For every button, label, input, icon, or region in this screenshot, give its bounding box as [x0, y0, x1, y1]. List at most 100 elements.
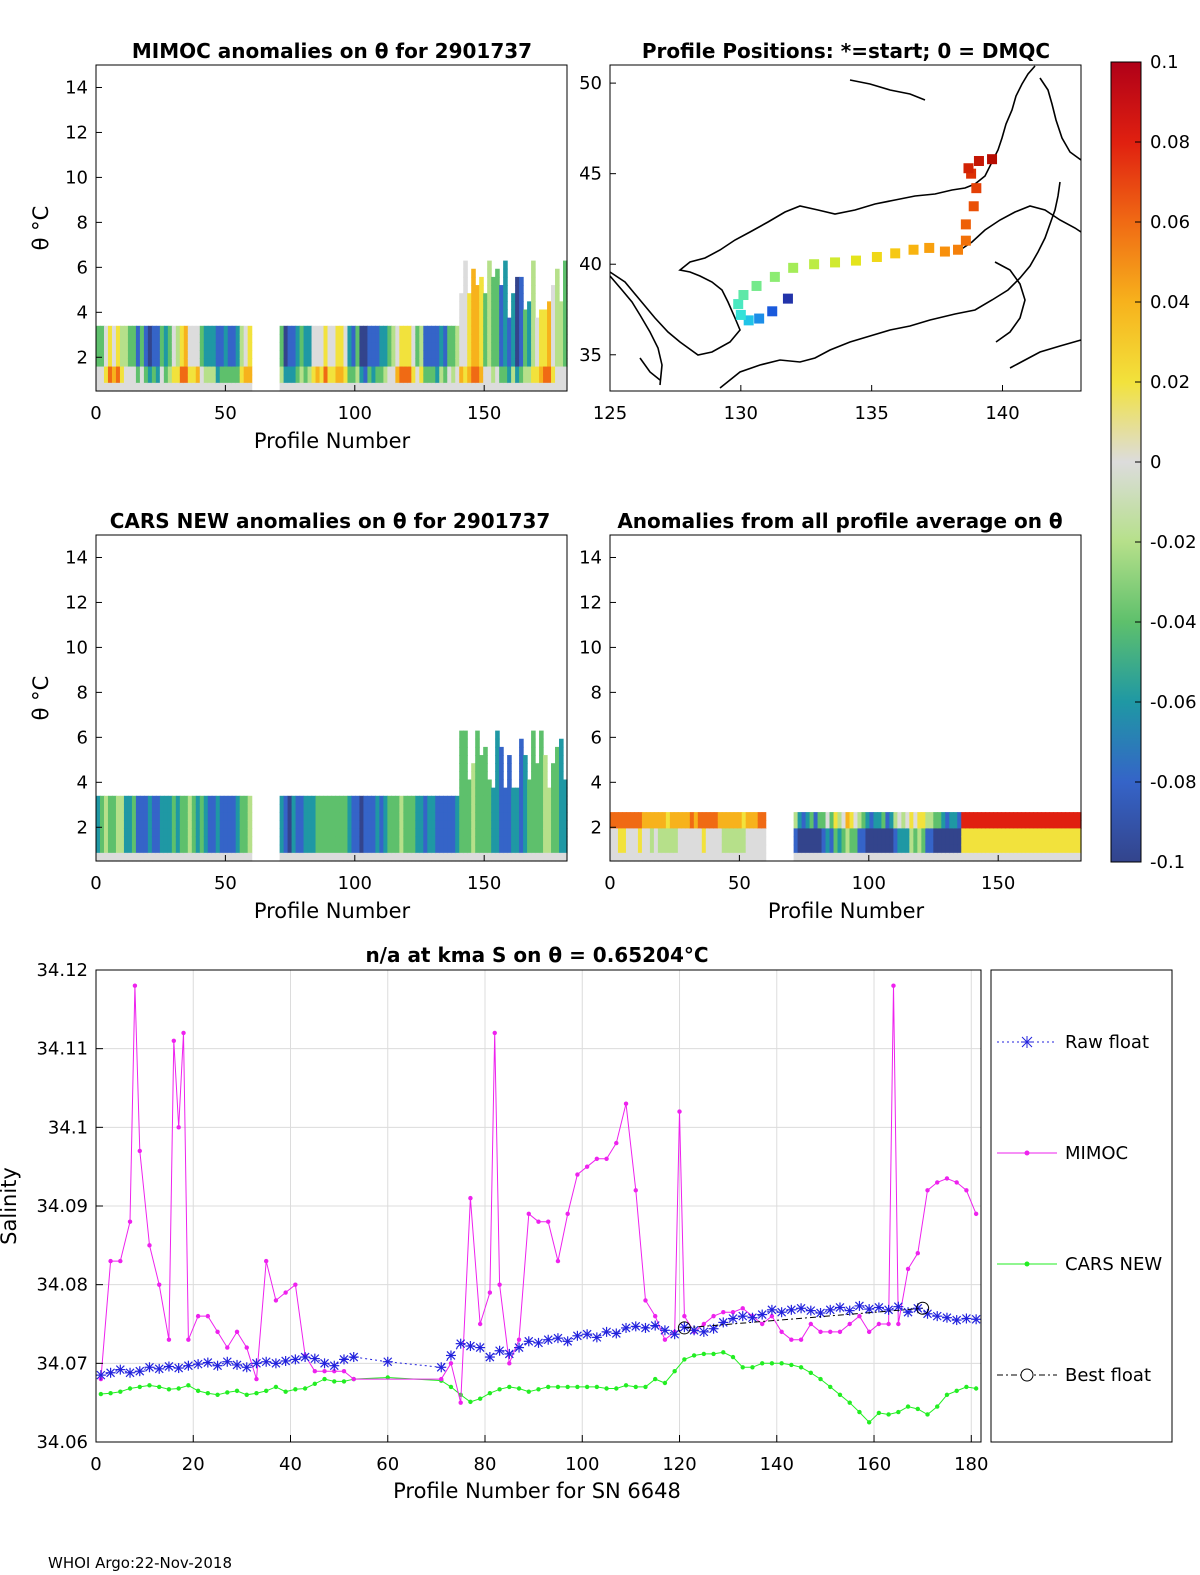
- mimoc-point: [954, 1180, 959, 1185]
- cars-new-point: [584, 1384, 590, 1390]
- mimoc-point: [905, 1266, 911, 1272]
- raw-float-point: [805, 1305, 816, 1316]
- raw-float-point: [445, 1350, 456, 1361]
- mimoc-point: [439, 1376, 444, 1382]
- raw-float-point: [640, 1322, 651, 1333]
- cars-new-point: [896, 1409, 901, 1415]
- mimoc-point: [662, 1337, 668, 1342]
- cars-new-point: [973, 1386, 979, 1391]
- panel-mimoc: MIMOC anomalies on θ for 2901737 0 50 100 1…: [29, 39, 568, 453]
- mimoc-point: [682, 1313, 687, 1319]
- raw-float-point: [300, 1352, 311, 1363]
- mimoc-point: [215, 1329, 220, 1335]
- chart-title: n/a at kma S on θ = 0.65204°C: [365, 943, 708, 967]
- mimoc-point: [254, 1376, 259, 1382]
- avg-axes: [609, 534, 1082, 862]
- track-point: [735, 309, 746, 320]
- raw-float-point: [338, 1354, 349, 1365]
- raw-float-point: [737, 1311, 748, 1322]
- colorbar-tick: 0.04: [1150, 292, 1190, 313]
- raw-float-point: [105, 1367, 116, 1378]
- track-point: [767, 306, 778, 317]
- raw-float-point: [601, 1326, 612, 1337]
- mimoc-point: [643, 1298, 648, 1303]
- track-point: [908, 244, 919, 255]
- mimoc-point: [312, 1369, 318, 1374]
- raw-float-point: [348, 1352, 359, 1363]
- mimoc-xtick: 0: [90, 403, 101, 424]
- raw-float-point: [280, 1355, 291, 1366]
- cars-new-point: [964, 1384, 969, 1390]
- cars-new-point: [293, 1387, 298, 1392]
- mimoc-point: [234, 1329, 240, 1335]
- cars-new-point: [769, 1361, 775, 1366]
- legend-label: MIMOC: [1065, 1143, 1128, 1164]
- raw-float-point: [241, 1362, 252, 1373]
- mimoc-point: [487, 1290, 493, 1295]
- chart-legend: Raw float MIMOC CARS NEW Best float: [990, 969, 1173, 1443]
- cars-new-point: [915, 1406, 920, 1412]
- mimoc-point: [721, 1310, 726, 1315]
- track-point: [769, 271, 780, 282]
- mimoc-point: [171, 1038, 177, 1044]
- cars-new-point: [176, 1386, 181, 1391]
- raw-float-point: [669, 1329, 680, 1340]
- cars-new-point: [448, 1384, 454, 1390]
- cars-new-point: [195, 1388, 201, 1394]
- mimoc-point: [847, 1321, 852, 1327]
- cars-new-point: [730, 1354, 736, 1360]
- cars-ytick: 12: [65, 592, 88, 613]
- raw-float-point: [883, 1304, 894, 1315]
- legend-label: CARS NEW: [1065, 1254, 1162, 1275]
- cars-new-point: [905, 1404, 911, 1409]
- track-point: [939, 246, 950, 257]
- mimoc-point: [828, 1329, 833, 1335]
- cars-new-point: [147, 1383, 152, 1388]
- chart-xtick: 20: [182, 1454, 205, 1475]
- mimoc-ytick: 12: [65, 122, 88, 143]
- raw-float-point: [582, 1329, 593, 1340]
- raw-float-point: [533, 1337, 544, 1348]
- chart-xtick: 180: [954, 1454, 988, 1475]
- chart-ylabel: Salinity: [0, 1167, 21, 1245]
- mimoc-point: [614, 1140, 619, 1146]
- mimoc-point: [536, 1219, 541, 1224]
- raw-float-point: [163, 1361, 174, 1372]
- cars-new-point: [507, 1384, 512, 1390]
- mimoc-point: [769, 1313, 775, 1319]
- mimoc-point: [584, 1164, 590, 1169]
- mimoc-point: [789, 1337, 794, 1342]
- mimoc-point: [468, 1195, 473, 1201]
- mimoc-point: [176, 1125, 181, 1130]
- cars-new-point: [166, 1387, 172, 1392]
- raw-float-point: [786, 1304, 797, 1315]
- cars-xtick: 100: [338, 873, 372, 894]
- mimoc-point: [964, 1188, 969, 1193]
- mimoc-ylabel: θ °C: [29, 206, 53, 251]
- chart-xtick: 80: [474, 1454, 497, 1475]
- mimoc-point: [332, 1369, 337, 1374]
- cars-new-point: [721, 1350, 726, 1355]
- raw-float-point: [173, 1363, 184, 1374]
- avg-xtick: 100: [852, 873, 886, 894]
- track-point: [953, 244, 964, 255]
- cars-new-point: [954, 1388, 959, 1394]
- raw-float-point: [903, 1307, 914, 1318]
- legend-item: Best float: [997, 1365, 1151, 1386]
- mimoc-point: [273, 1298, 279, 1303]
- cars-new-point: [516, 1386, 522, 1391]
- track-point: [871, 251, 882, 262]
- cars-new-point: [108, 1391, 113, 1396]
- cars-ytick: 6: [77, 727, 88, 748]
- chart-xtick: 40: [279, 1454, 302, 1475]
- chart-ytick: 34.1: [48, 1117, 88, 1138]
- cars-new-point: [672, 1369, 677, 1374]
- mimoc-point: [341, 1369, 347, 1374]
- cars-new-point: [468, 1399, 473, 1405]
- cars-new-point: [332, 1379, 337, 1384]
- chart-xtick: 0: [90, 1454, 101, 1475]
- track-point: [733, 299, 744, 310]
- map-xtick: 135: [854, 403, 888, 424]
- track-point: [973, 155, 984, 166]
- raw-float-point: [309, 1353, 320, 1364]
